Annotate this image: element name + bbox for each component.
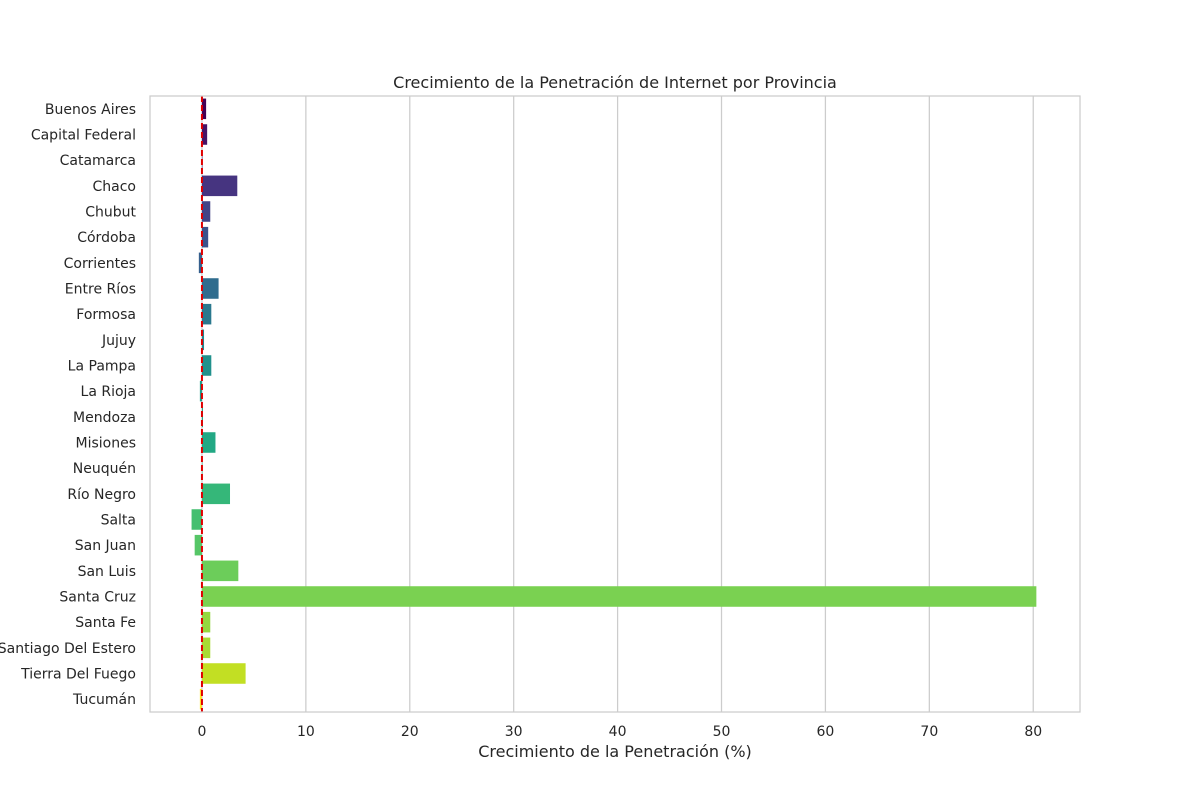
y-tick-label: Tierra Del Fuego — [20, 667, 136, 683]
bar — [201, 278, 219, 299]
chart-title: Crecimiento de la Penetración de Interne… — [393, 73, 837, 92]
x-tick-label: 10 — [297, 724, 315, 740]
y-tick-label: San Luis — [78, 564, 136, 580]
x-tick-label: 60 — [817, 724, 835, 740]
y-tick-labels: Buenos Aires Capital Federal Catamarca Chac… — [0, 102, 137, 708]
bars — [191, 98, 1037, 710]
bar — [201, 586, 1037, 607]
bar — [201, 98, 207, 120]
bar — [201, 226, 209, 248]
y-tick-label: Córdoba — [77, 230, 136, 246]
bar — [201, 303, 212, 325]
y-tick-label: Entre Ríos — [65, 282, 136, 298]
plot-frame — [149, 95, 1081, 713]
x-tick-label: 70 — [920, 724, 938, 740]
bar — [201, 201, 211, 222]
y-tick-label: La Rioja — [81, 384, 136, 400]
bar — [201, 124, 208, 145]
bar — [199, 380, 202, 402]
y-tick-label: San Juan — [75, 538, 136, 554]
y-tick-label: Misiones — [76, 436, 137, 452]
y-tick-label: Catamarca — [60, 153, 136, 169]
bar — [201, 611, 211, 633]
bar — [201, 175, 238, 197]
y-tick-label: Buenos Aires — [45, 102, 136, 118]
y-tick-label: La Pampa — [68, 359, 136, 375]
bar — [198, 252, 202, 274]
x-tick-label: 50 — [713, 724, 731, 740]
x-tick-label: 20 — [401, 724, 419, 740]
x-tick-label: 0 — [197, 724, 206, 740]
x-tick-label: 80 — [1024, 724, 1042, 740]
bar — [194, 534, 202, 556]
y-tick-label: Tucumán — [72, 692, 136, 708]
y-tick-label: Chubut — [85, 205, 136, 221]
y-tick-label: Neuquén — [73, 461, 136, 477]
y-tick-label: Río Negro — [67, 487, 136, 503]
grid-lines — [201, 96, 1034, 712]
y-tick-label: Corrientes — [64, 256, 136, 272]
x-tick-label: 40 — [609, 724, 627, 740]
bar — [201, 637, 211, 659]
y-tick-label: Santa Cruz — [59, 590, 136, 606]
y-tick-label: Salta — [101, 513, 136, 529]
y-tick-label: Formosa — [76, 307, 136, 323]
y-tick-label: Jujuy — [101, 333, 136, 349]
y-tick-label: Chaco — [93, 179, 137, 195]
x-tick-label: 30 — [505, 724, 523, 740]
bar — [199, 688, 202, 710]
y-tick-label: Santa Fe — [75, 615, 136, 631]
y-tick-label: Santiago Del Estero — [0, 641, 136, 657]
bar — [201, 432, 216, 453]
bar — [201, 329, 205, 351]
bar — [201, 355, 212, 376]
y-tick-label: Capital Federal — [31, 128, 136, 144]
y-tick-label: Mendoza — [73, 410, 136, 426]
bar — [201, 483, 231, 505]
bar — [201, 663, 246, 684]
bar — [201, 560, 239, 582]
x-axis-title: Crecimiento de la Penetración (%) — [478, 742, 752, 761]
x-tick-labels: 0 10 20 30 40 50 60 70 80 — [197, 724, 1042, 740]
bar — [191, 509, 202, 530]
